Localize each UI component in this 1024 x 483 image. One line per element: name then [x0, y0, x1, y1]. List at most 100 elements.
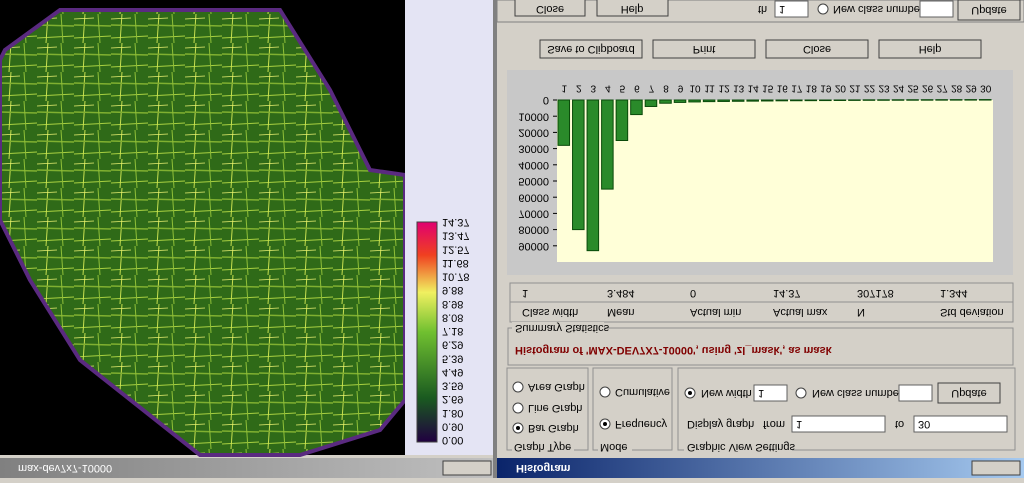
window-title: max-dev7x7-10000 — [18, 462, 112, 474]
table-header: Class width — [522, 306, 578, 318]
input[interactable] — [753, 384, 788, 402]
label: New class number — [833, 3, 924, 15]
x-tick-label: 30 — [980, 82, 992, 93]
x-tick-label: 9 — [678, 82, 684, 93]
colorbar — [416, 221, 438, 443]
input[interactable] — [913, 415, 1008, 433]
input-value: 1 — [779, 3, 785, 15]
radio[interactable] — [599, 386, 611, 398]
group-title: Mode — [600, 441, 628, 453]
radio[interactable] — [795, 387, 807, 399]
button[interactable] — [937, 382, 1001, 404]
bar — [630, 99, 643, 116]
radio-label: Bar Graph — [528, 422, 579, 434]
bar — [673, 99, 687, 103]
radio-dot — [516, 426, 520, 430]
colorbar-label: 14.37 — [442, 216, 470, 228]
radio[interactable] — [512, 402, 524, 414]
button-label: Update — [951, 387, 986, 399]
table-value: 1 — [522, 287, 528, 299]
colorbar-label: 12.57 — [442, 243, 470, 255]
group-label-bg — [684, 441, 792, 453]
title-bar — [0, 458, 493, 478]
x-tick-label: 19 — [820, 82, 832, 93]
label: New width — [701, 387, 752, 399]
x-tick-label: 4 — [605, 82, 611, 93]
bar — [920, 99, 934, 101]
x-tick-label: 29 — [966, 82, 978, 93]
button[interactable] — [596, 0, 669, 17]
bar — [557, 99, 571, 146]
x-tick-label: 24 — [893, 82, 905, 93]
y-tick-label: 20000 — [518, 126, 549, 138]
bar — [964, 99, 977, 101]
colorbar-label: 5.39 — [442, 352, 463, 364]
bar — [833, 99, 847, 101]
y-tick-label: 0 — [543, 94, 549, 106]
button[interactable] — [878, 39, 982, 59]
radio[interactable] — [512, 381, 524, 393]
radio-label: Line Graph — [528, 402, 582, 414]
bar — [586, 99, 600, 252]
x-tick-label: 12 — [719, 82, 731, 93]
bar — [601, 99, 614, 190]
bar — [862, 99, 876, 101]
button[interactable] — [652, 39, 756, 59]
button[interactable] — [765, 39, 869, 59]
window-controls[interactable] — [971, 460, 1021, 476]
status-message: Histogram of 'MAX-DEV7X7-10000', using '… — [515, 344, 833, 356]
bar — [746, 99, 759, 102]
table-header: Mean — [607, 306, 635, 318]
colorbar-label: 2.69 — [442, 393, 463, 405]
bar — [804, 99, 818, 102]
group-title: Summary Statistics — [515, 322, 610, 334]
label: Display graph — [687, 418, 754, 430]
radio-dot — [688, 391, 692, 395]
radio-label: Frequency — [615, 418, 667, 430]
x-tick-label: 11 — [704, 82, 715, 93]
x-tick-label: 20 — [835, 82, 847, 93]
group-box — [592, 367, 673, 451]
divider — [493, 0, 497, 478]
input[interactable] — [919, 0, 954, 18]
x-tick-label: 1 — [561, 82, 567, 93]
bar — [717, 99, 730, 102]
window-controls[interactable] — [442, 460, 492, 476]
y-tick-label: 60000 — [518, 191, 549, 203]
y-tick-label: 90000 — [518, 240, 549, 252]
button-label: Help — [919, 43, 942, 55]
group-box — [507, 327, 1014, 366]
x-tick-label: 3 — [591, 82, 597, 93]
input[interactable] — [898, 384, 933, 402]
bar — [891, 99, 905, 101]
button-label: Close — [536, 3, 564, 15]
button[interactable] — [957, 0, 1021, 21]
table-value: 3.484 — [607, 287, 635, 299]
input-value: 30 — [918, 418, 930, 430]
input[interactable] — [774, 0, 809, 18]
table-header: Std deviation — [940, 306, 1004, 318]
group-label-bg — [512, 441, 574, 453]
bar — [615, 99, 629, 141]
x-tick-label: 18 — [806, 82, 818, 93]
x-tick-label: 14 — [748, 82, 760, 93]
colorbar-label: 8.98 — [442, 298, 463, 310]
colorbar-label: 8.08 — [442, 311, 463, 323]
x-tick-label: 27 — [937, 82, 949, 93]
plot-area — [557, 100, 993, 262]
table-header: N — [857, 306, 865, 318]
radio[interactable] — [817, 3, 829, 15]
colorbar-label: 6.29 — [442, 339, 463, 351]
label: from — [763, 418, 785, 430]
x-tick-label: 10 — [690, 82, 702, 93]
button[interactable] — [539, 39, 643, 59]
bar — [906, 99, 919, 101]
bar — [775, 99, 789, 102]
colorbar-label: 11.68 — [442, 257, 469, 269]
title-bar — [497, 458, 1024, 478]
input[interactable] — [791, 415, 886, 433]
button[interactable] — [514, 0, 586, 17]
